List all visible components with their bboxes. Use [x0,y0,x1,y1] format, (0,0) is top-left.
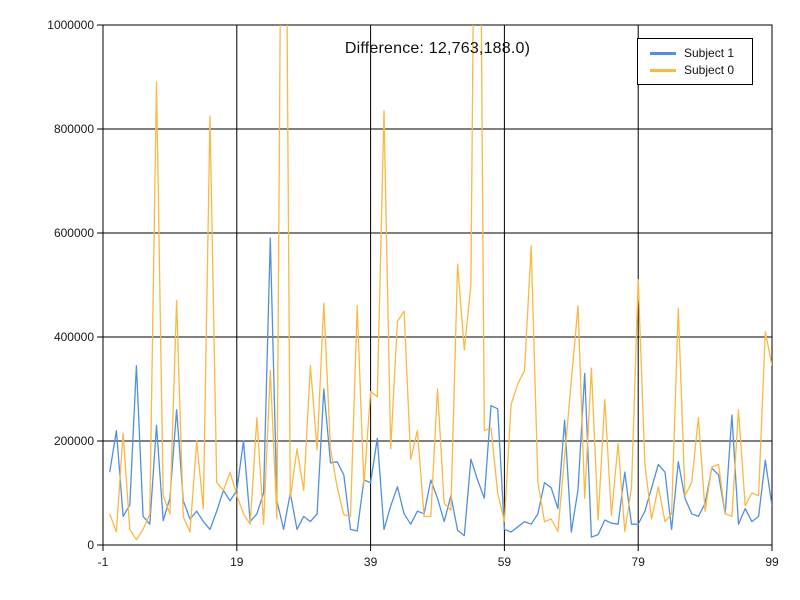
legend-line-swatch-orange [650,68,676,72]
chart-title: Difference: 12,763,188.0) [344,40,531,57]
axis-labels: -1 19 39 59 79 99 0 200000 400000 600000 800000 100… [47,18,779,569]
legend: Subject 1 Subject 0 [637,38,753,85]
y-tick-label: 600000 [54,226,94,240]
y-tick-label: 1000000 [47,18,94,32]
axis-ticks [97,24,773,551]
legend-label: Subject 1 [684,46,735,60]
x-tick-label: 19 [230,555,244,569]
legend-entry-subject-0: Subject 0 [650,64,744,76]
legend-entry-subject-1: Subject 1 [650,47,744,59]
series-line-subject-1 [109,237,772,538]
legend-label: Subject 0 [684,63,735,77]
x-tick-label: 99 [765,555,779,569]
legend-line-swatch-blue [650,51,676,55]
gridlines [103,25,773,545]
plot-border [102,24,773,546]
y-tick-label: 400000 [54,330,94,344]
x-tick-label: 39 [364,555,378,569]
x-tick-label: -1 [98,555,109,569]
y-tick-label: 0 [87,538,94,552]
series-lines [109,25,772,541]
x-tick-label: 79 [632,555,646,569]
x-tick-label: 59 [498,555,512,569]
y-tick-label: 200000 [54,434,94,448]
series-line-subject-0 [109,25,772,541]
y-tick-label: 800000 [54,122,94,136]
